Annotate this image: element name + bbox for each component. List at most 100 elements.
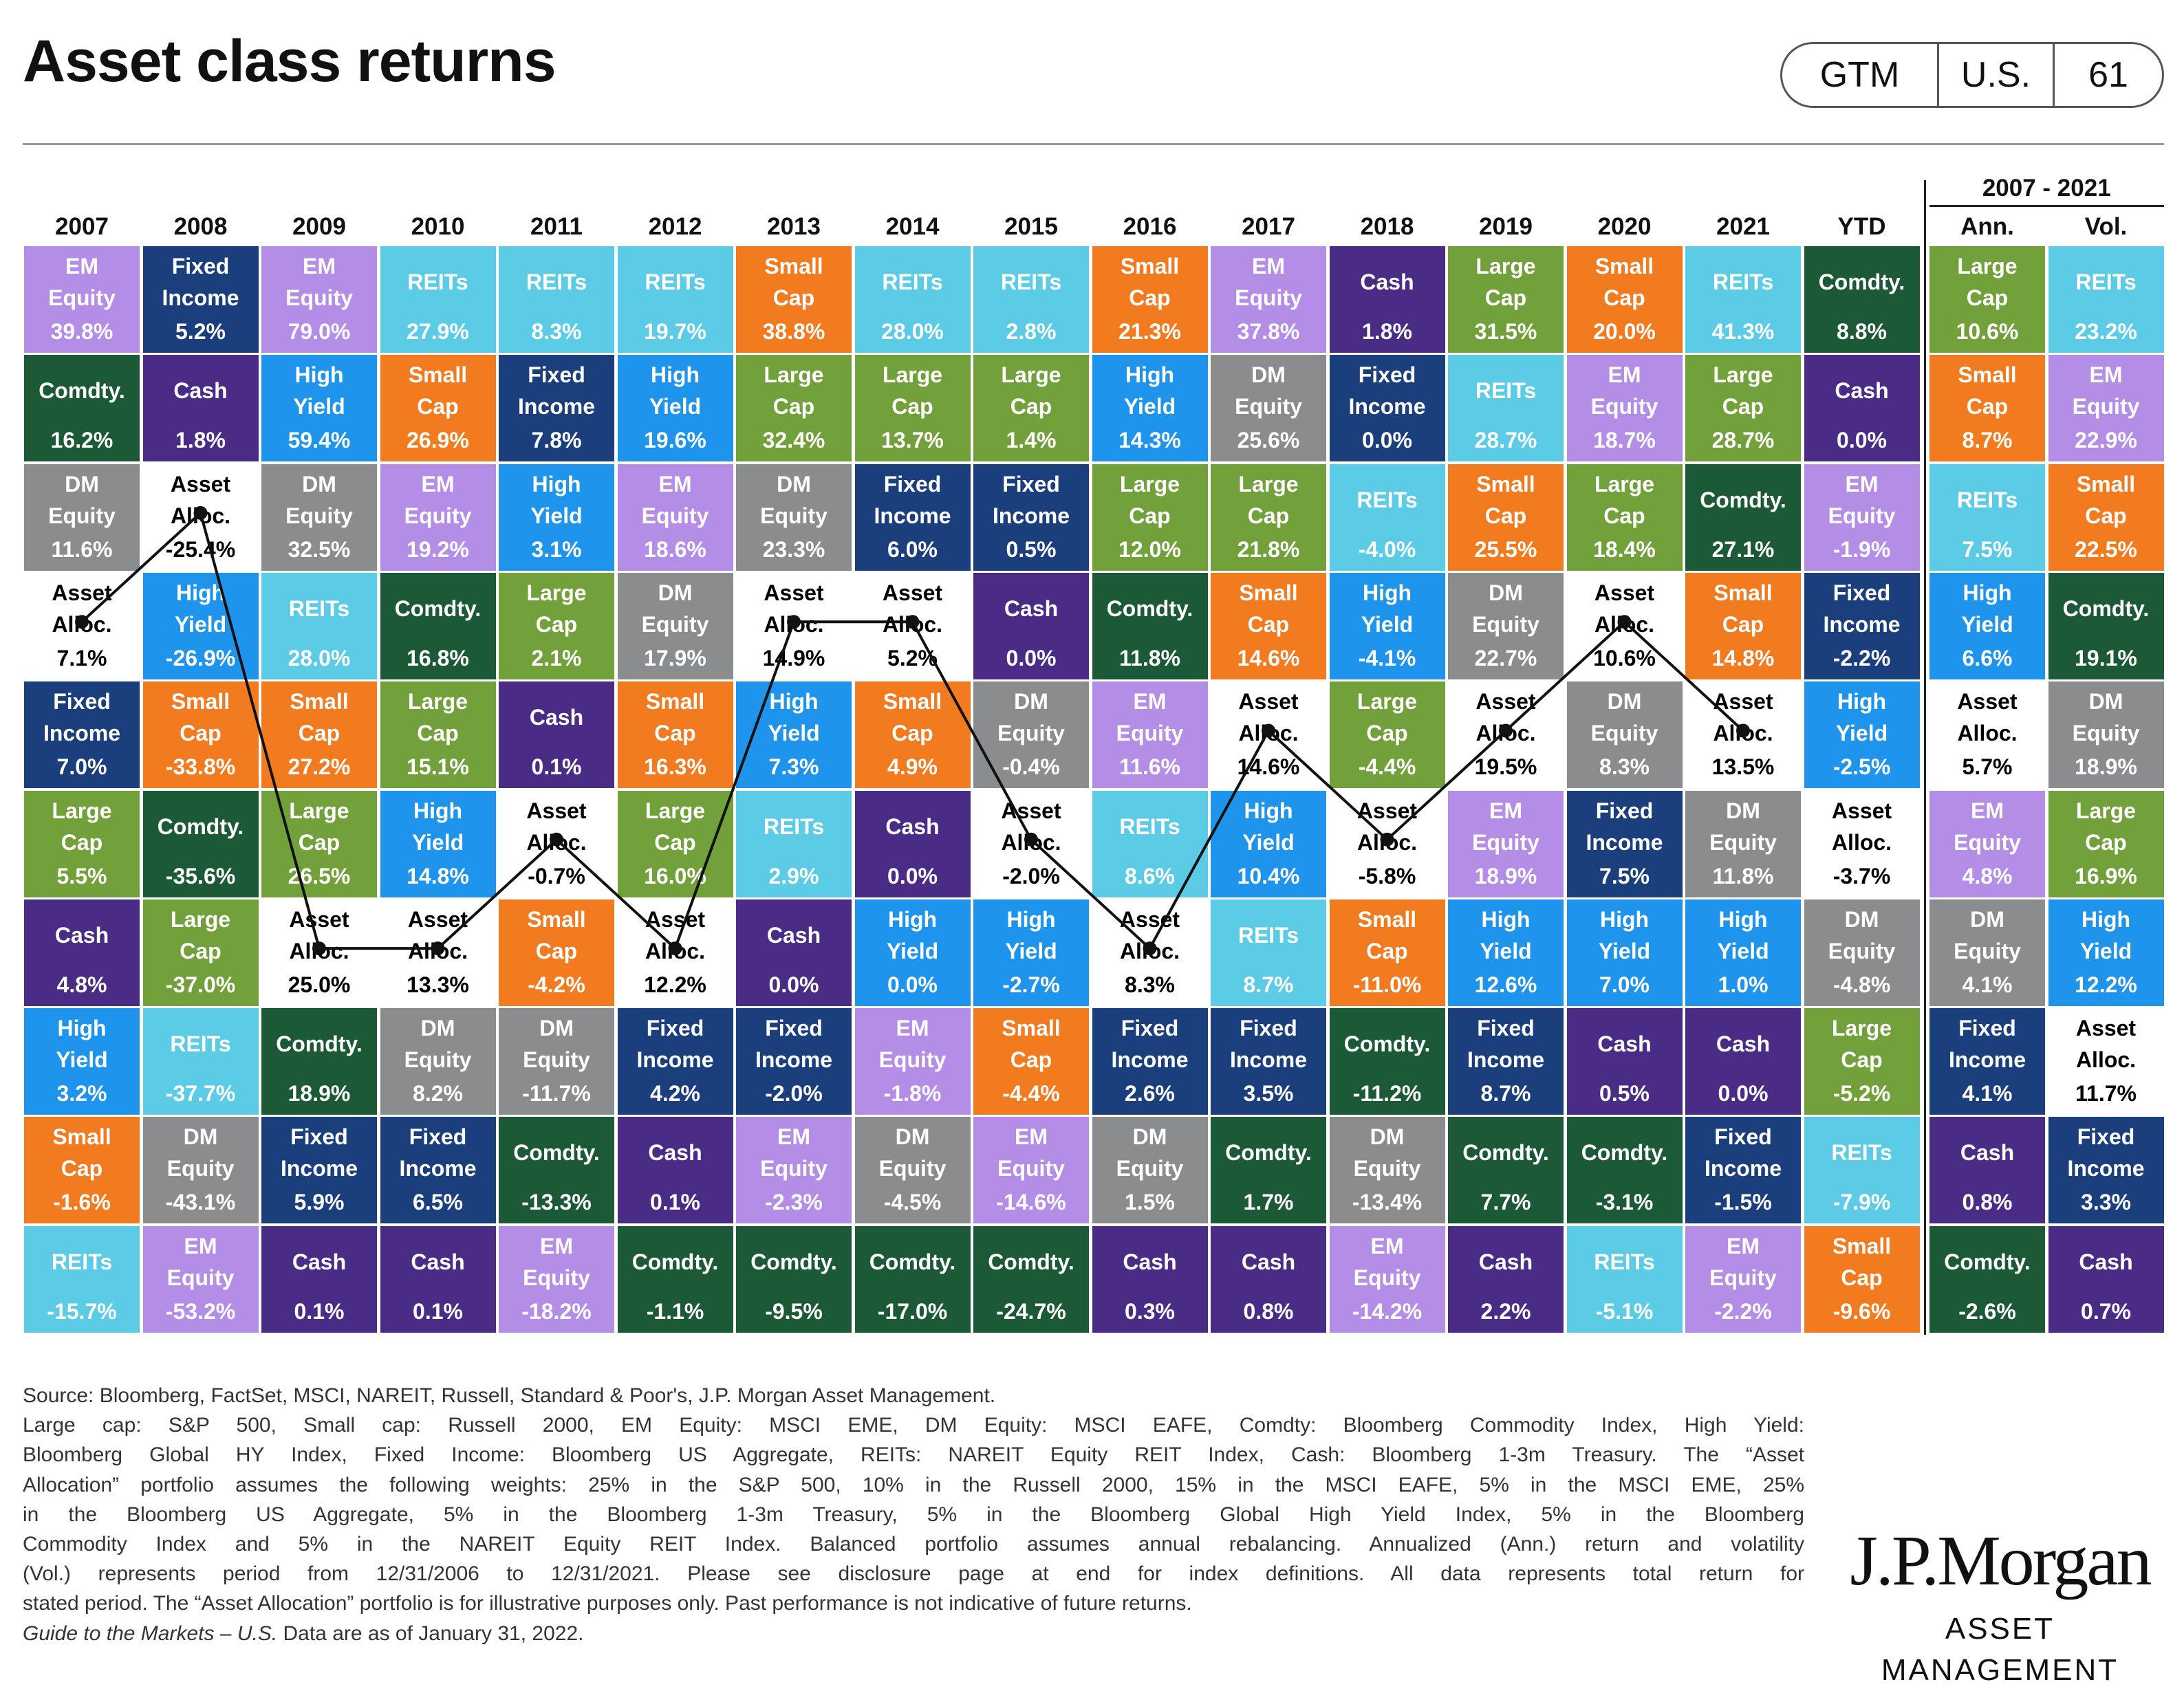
cell-value: -33.8% [165,754,236,780]
label-word: Cash [1004,596,1059,621]
cell: Fixed Income 7.8% [499,355,614,462]
cell-value: 59.4% [288,428,351,453]
cell: EM Equity 18.9% [1448,790,1564,897]
cell-value: -9.5% [765,1298,823,1324]
label-word: Alloc. [289,938,349,963]
cell-value: 10.4% [1237,863,1300,888]
label-word: DM [658,580,693,605]
column-header: Ann. [1960,213,2014,240]
label-word: Small [1713,580,1773,605]
cell: EM Equity -2.2% [1685,1225,1801,1333]
cell: Small Cap 21.3% [1092,246,1208,353]
cell-value: 0.1% [531,754,582,780]
cell-value: 0.0% [1718,1081,1769,1106]
cell-value: 4.1% [1962,1081,2013,1106]
cell-value: 13.7% [881,428,944,453]
label-word: Equity [1472,829,1539,855]
cell-value: 27.1% [1711,536,1775,562]
cell-label: Large Cap [52,791,111,862]
cell-label: Comdty. [1944,1226,2031,1298]
label-word: Large [1831,1016,1892,1041]
label-word: Yield [1717,938,1769,963]
label-word: Cap [1484,503,1527,528]
cell: Large Cap 15.1% [380,681,496,789]
cell: REITs -7.9% [1804,1117,1920,1224]
cell-value: 12.2% [2075,972,2137,997]
cell: Large Cap -37.0% [142,899,259,1006]
cell-value: 2.2% [1480,1298,1531,1324]
cell-value: 18.9% [1474,863,1537,888]
cell-label: Small Cap [1239,573,1297,644]
label-word: Asset [1119,906,1180,932]
cell: DM Equity 8.2% [380,1008,496,1115]
column-header: Vol. [2084,213,2128,240]
cell: Small Cap 38.8% [736,246,852,353]
cell-label: High Yield [530,464,582,536]
cell-label: Small Cap [1358,899,1416,971]
label-word: Small [2076,471,2136,497]
label-word: Equity [166,1156,235,1181]
cell-value: 7.3% [768,754,819,780]
cell: Comdty. 16.2% [24,355,140,462]
cell-value: 4.8% [56,972,107,997]
cell-label: Fixed Income [162,246,239,318]
cell-label: Comdty. [158,791,244,862]
cell-value: 0.7% [2081,1298,2131,1324]
cell-label: Comdty. [632,1226,719,1298]
cell: Asset Alloc. 11.7% [2048,1008,2164,1115]
cell: High Yield -2.7% [973,899,1089,1006]
label-word: Small [1239,580,1298,605]
cell-label: Cash [411,1226,464,1298]
cell: Fixed Income 5.2% [142,246,259,353]
label-word: Fixed [171,254,230,279]
cell-value: -4.1% [1358,645,1416,670]
cell: Large Cap 16.0% [617,790,733,897]
label-word: REITs [1831,1140,1892,1166]
cell: Cash 0.0% [1804,355,1920,462]
badge-item: 61 [2053,44,2162,106]
cell: REITs 8.6% [1092,790,1208,897]
cell-label: Fixed Income [2067,1117,2144,1188]
label-word: Equity [997,721,1065,746]
label-word: DM [183,1124,218,1150]
cell: Small Cap -11.0% [1329,899,1445,1006]
cell-value: 0.1% [413,1298,463,1324]
label-word: Equity [1235,285,1302,310]
cell: REITs 7.5% [1929,463,2045,571]
cell: DM Equity 8.3% [1566,681,1683,789]
cell-label: Fixed Income [1705,1117,1782,1188]
badge-item: U.S. [1937,44,2053,106]
label-word: Cash [885,814,940,839]
cell-label: REITs [764,791,824,862]
period-label: 2007 - 2021 [1982,175,2111,201]
label-word: DM [65,471,99,497]
cell-value: 7.0% [56,754,107,780]
cell-value: 5.9% [294,1190,345,1215]
cell-label: High Yield [56,1008,107,1080]
cell: DM Equity -13.4% [1329,1117,1445,1224]
cell-label: Asset Alloc. [1713,681,1773,753]
cell-label: REITs [1957,464,2018,536]
label-word: DM [539,1016,574,1041]
cell-label: Small Cap [1002,1008,1060,1080]
label-word: Income [517,394,596,419]
cell-label: Asset Alloc. [526,791,586,862]
cell-value: 32.5% [288,536,351,562]
cell: Comdty. -13.3% [499,1117,614,1224]
cell-value: 14.6% [1237,754,1300,780]
cell-value: 19.2% [407,536,469,562]
label-word: Yield [56,1047,108,1073]
cell-value: 10.6% [1956,319,2019,344]
label-word: REITs [526,270,587,294]
cell-label: EM Equity [879,1008,947,1080]
label-word: Small [52,1124,111,1150]
cell-value: 22.9% [2075,428,2137,453]
label-word: Asset [170,471,231,497]
cell-value: 0.8% [1962,1190,2013,1215]
cell-value: 0.0% [1837,428,1887,453]
label-word: Cap [1841,1265,1883,1290]
cell: Small Cap 20.0% [1566,246,1683,353]
label-word: Equity [1116,1156,1184,1181]
cell: Cash 0.3% [1092,1225,1208,1333]
footnote-line: Allocation” portfolio assumes the follow… [23,1473,1804,1496]
